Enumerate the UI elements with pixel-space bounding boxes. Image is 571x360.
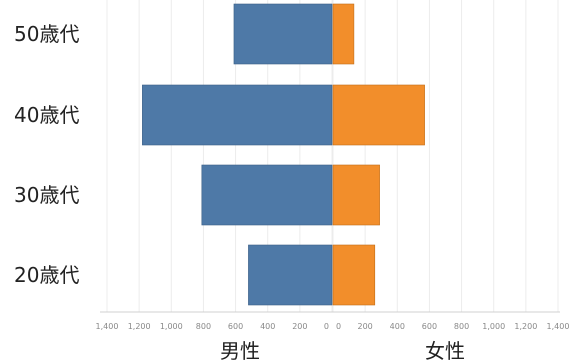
tick-label-right: 200 <box>358 322 373 331</box>
tick-label-right: 800 <box>454 322 469 331</box>
tick-label-left: 600 <box>228 322 243 331</box>
tick-label-left: 0 <box>324 322 329 331</box>
tick-label-left: 1,400 <box>96 322 119 331</box>
bar-female <box>332 244 376 306</box>
tick-label-right: 1,000 <box>482 322 505 331</box>
category-label: 50歳代 <box>14 22 79 46</box>
tick-label-left: 800 <box>196 322 211 331</box>
bar-male <box>248 244 333 306</box>
category-label: 40歳代 <box>14 103 79 127</box>
bars <box>142 3 425 306</box>
tick-labels: 1,400 1,200 1,000 800 600 400 200 0 0 200 400 600 80… <box>96 322 570 331</box>
tick-label-left: 1,200 <box>128 322 151 331</box>
bar-female <box>332 84 425 146</box>
category-labels: 50歳代 40歳代 30歳代 20歳代 <box>14 22 79 287</box>
bar-male <box>142 84 333 146</box>
tick-label-right: 1,400 <box>547 322 570 331</box>
tick-label-right: 1,200 <box>514 322 537 331</box>
tick-label-right: 600 <box>422 322 437 331</box>
bar-female <box>332 3 355 65</box>
tick-label-left: 400 <box>260 322 275 331</box>
bar-male <box>201 164 333 226</box>
x-axis-title-female: 女性 <box>425 339 465 360</box>
tick-label-left: 200 <box>292 322 307 331</box>
grid-lines <box>100 0 560 313</box>
category-label: 20歳代 <box>14 263 79 287</box>
tick-label-right: 400 <box>390 322 405 331</box>
bar-female <box>332 164 380 226</box>
x-axis-title-male: 男性 <box>220 339 260 360</box>
bar-male <box>233 3 333 65</box>
tick-label-right: 0 <box>336 322 341 331</box>
category-label: 30歳代 <box>14 183 79 207</box>
tick-label-left: 1,000 <box>160 322 183 331</box>
